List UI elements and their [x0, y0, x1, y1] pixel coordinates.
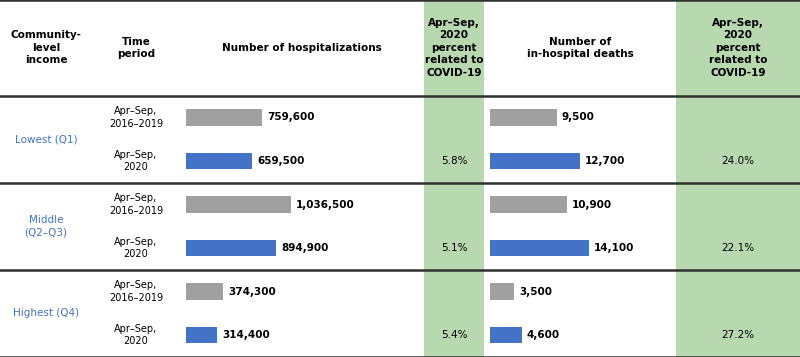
- Bar: [676, 270, 800, 313]
- Text: 374,300: 374,300: [228, 287, 276, 297]
- Text: Time
period: Time period: [117, 37, 155, 59]
- Text: Apr–Sep,
2020
percent
related to
COVID-19: Apr–Sep, 2020 percent related to COVID-1…: [425, 18, 483, 77]
- Text: 4,600: 4,600: [527, 330, 560, 340]
- Bar: [484, 226, 676, 270]
- Bar: [186, 196, 290, 213]
- Bar: [484, 96, 676, 139]
- Bar: [676, 226, 800, 270]
- Text: Apr–Sep,
2016–2019: Apr–Sep, 2016–2019: [109, 106, 163, 129]
- Bar: [676, 0, 800, 96]
- Text: Highest (Q4): Highest (Q4): [13, 308, 79, 318]
- Text: 894,900: 894,900: [281, 243, 328, 253]
- Text: Middle
(Q2–Q3): Middle (Q2–Q3): [25, 215, 67, 237]
- Text: Community-
level
income: Community- level income: [10, 30, 82, 65]
- Bar: [484, 183, 676, 226]
- Text: Number of
in-hospital deaths: Number of in-hospital deaths: [526, 37, 634, 59]
- Text: 9,500: 9,500: [562, 112, 594, 122]
- Text: Number of hospitalizations: Number of hospitalizations: [222, 43, 382, 53]
- Text: 5.4%: 5.4%: [441, 330, 467, 340]
- Bar: [0, 183, 424, 226]
- Bar: [186, 109, 262, 126]
- Text: 24.0%: 24.0%: [722, 156, 754, 166]
- Text: Lowest (Q1): Lowest (Q1): [14, 134, 78, 144]
- Bar: [186, 153, 252, 169]
- Bar: [490, 109, 557, 126]
- Bar: [676, 183, 800, 226]
- Bar: [186, 327, 218, 343]
- Bar: [186, 283, 223, 300]
- Bar: [490, 196, 566, 213]
- Bar: [424, 313, 484, 357]
- Bar: [424, 96, 484, 139]
- Bar: [424, 183, 484, 226]
- Bar: [424, 0, 484, 96]
- Bar: [0, 139, 424, 183]
- Bar: [0, 0, 424, 96]
- Text: Apr–Sep,
2016–2019: Apr–Sep, 2016–2019: [109, 281, 163, 303]
- Bar: [0, 270, 424, 313]
- Bar: [424, 139, 484, 183]
- Text: Apr–Sep,
2016–2019: Apr–Sep, 2016–2019: [109, 193, 163, 216]
- Text: 314,400: 314,400: [222, 330, 270, 340]
- Text: 759,600: 759,600: [267, 112, 314, 122]
- Bar: [0, 226, 424, 270]
- Text: 659,500: 659,500: [257, 156, 305, 166]
- Bar: [0, 313, 424, 357]
- Bar: [490, 283, 514, 300]
- Text: Apr–Sep,
2020
percent
related to
COVID-19: Apr–Sep, 2020 percent related to COVID-1…: [709, 18, 767, 77]
- Bar: [0, 96, 424, 139]
- Bar: [484, 313, 676, 357]
- Bar: [484, 139, 676, 183]
- Bar: [490, 327, 522, 343]
- Text: 10,900: 10,900: [571, 200, 612, 210]
- Bar: [424, 270, 484, 313]
- Text: Apr–Sep,
2020: Apr–Sep, 2020: [114, 150, 158, 172]
- Text: 5.8%: 5.8%: [441, 156, 467, 166]
- Text: 5.1%: 5.1%: [441, 243, 467, 253]
- Text: Apr–Sep,
2020: Apr–Sep, 2020: [114, 324, 158, 346]
- Text: 22.1%: 22.1%: [722, 243, 754, 253]
- Text: Apr–Sep,
2020: Apr–Sep, 2020: [114, 237, 158, 259]
- Text: 27.2%: 27.2%: [722, 330, 754, 340]
- Text: 3,500: 3,500: [519, 287, 552, 297]
- Bar: [676, 313, 800, 357]
- Bar: [490, 153, 579, 169]
- Bar: [484, 0, 676, 96]
- Text: 1,036,500: 1,036,500: [295, 200, 354, 210]
- Bar: [490, 240, 590, 256]
- Bar: [484, 270, 676, 313]
- Bar: [186, 240, 276, 256]
- Bar: [424, 226, 484, 270]
- Bar: [676, 139, 800, 183]
- Text: 14,100: 14,100: [594, 243, 634, 253]
- Text: 12,700: 12,700: [584, 156, 625, 166]
- Bar: [676, 96, 800, 139]
